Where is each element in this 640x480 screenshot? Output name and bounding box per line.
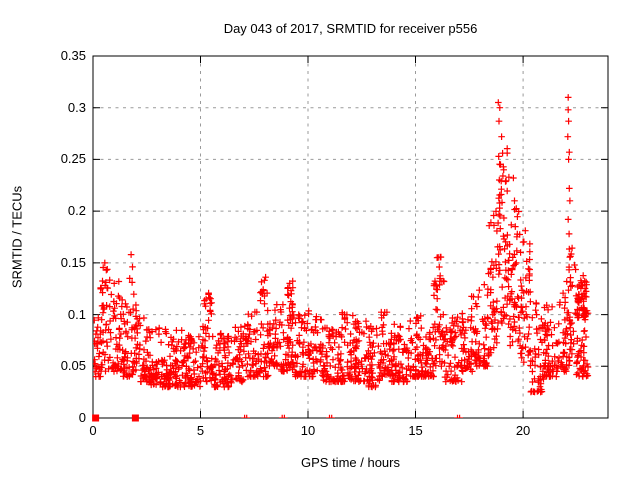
x-tick-label: 0 <box>89 423 97 438</box>
y-tick-label: 0.35 <box>60 48 86 63</box>
y-tick-label: 0 <box>78 410 86 425</box>
x-tick-label: 20 <box>515 423 531 438</box>
plot-border <box>92 55 609 419</box>
zero-value-square-marker <box>92 414 100 422</box>
x-tick-label: 15 <box>408 423 423 438</box>
zero-value-square-marker <box>131 414 139 422</box>
chart-title: Day 043 of 2017, SRMTID for receiver p55… <box>223 21 478 36</box>
y-tick-label: 0.05 <box>60 358 86 374</box>
y-tick-label: 0.15 <box>60 254 86 270</box>
x-tick-label: 10 <box>300 423 316 438</box>
scatter-points <box>93 94 592 418</box>
x-axis-title: GPS time / hours <box>301 455 400 470</box>
y-tick-label: 0.3 <box>67 99 86 115</box>
y-tick-label: 0.1 <box>67 306 86 322</box>
x-tick-label: 5 <box>196 423 205 438</box>
y-tick-label: 0.2 <box>67 203 86 219</box>
y-axis-title: SRMTID / TECUs <box>9 185 25 289</box>
y-tick-label: 0.25 <box>60 151 86 167</box>
